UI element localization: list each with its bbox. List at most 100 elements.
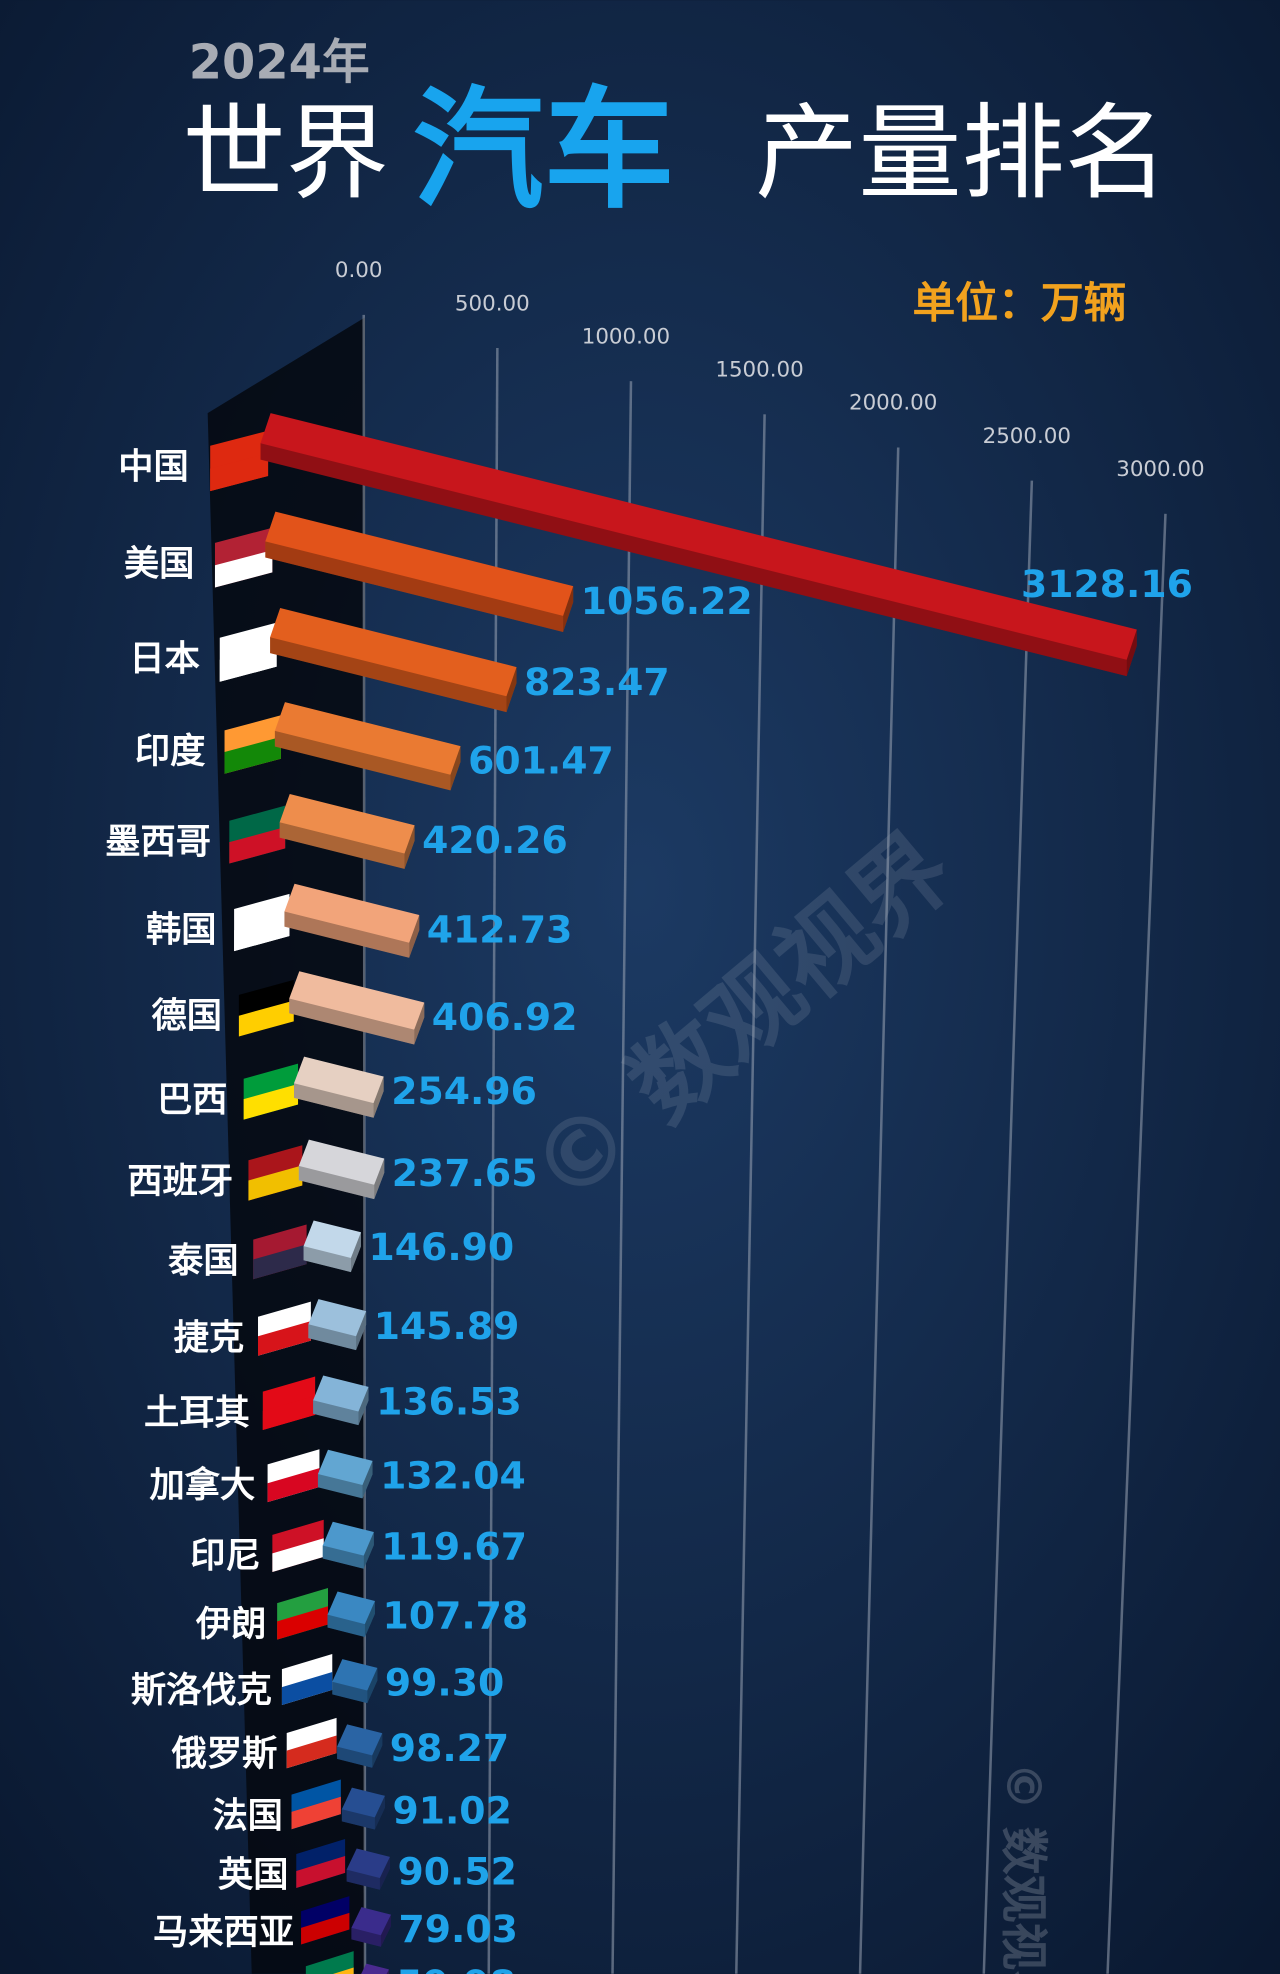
bar-end xyxy=(404,825,415,869)
flag xyxy=(286,1735,337,1769)
title-year: 2024年 xyxy=(189,35,370,90)
flag xyxy=(332,1967,354,1974)
flag xyxy=(210,453,269,492)
bar-end xyxy=(356,1311,367,1351)
bar xyxy=(303,1220,361,1273)
unit-label: 单位：万辆 xyxy=(912,278,1126,328)
category-label: 印尼 xyxy=(190,1536,260,1577)
bar-end xyxy=(362,1460,373,1499)
flag xyxy=(277,1606,328,1640)
flag xyxy=(224,736,281,774)
value-label: 98.27 xyxy=(390,1726,509,1770)
value-label: 406.92 xyxy=(432,995,578,1039)
bar-front xyxy=(265,541,564,632)
category-label: 马来西亚 xyxy=(153,1912,294,1953)
flag xyxy=(253,1244,307,1280)
bar xyxy=(270,608,517,713)
bar xyxy=(284,883,420,958)
value-label: 420.26 xyxy=(422,818,568,862)
bar-front xyxy=(351,1927,381,1947)
category-label: 墨西哥 xyxy=(105,821,211,862)
x-tick-label: 3000.00 xyxy=(1116,457,1204,482)
bar-front xyxy=(322,1545,364,1569)
flag xyxy=(296,1855,346,1889)
value-label: 1056.22 xyxy=(581,579,753,623)
flag xyxy=(281,1672,333,1706)
x-tick-label: 2500.00 xyxy=(983,424,1071,449)
category-label: 美国 xyxy=(124,544,194,585)
value-label: 3128.16 xyxy=(1021,562,1193,606)
bar-end xyxy=(450,746,461,791)
bar xyxy=(317,1449,373,1499)
category-label: 土耳其 xyxy=(144,1392,250,1433)
bar-front xyxy=(313,1400,359,1426)
bar-front xyxy=(337,1746,373,1768)
bar xyxy=(294,1056,384,1118)
bar-end xyxy=(374,1158,385,1200)
bar-front xyxy=(279,822,405,869)
bar xyxy=(265,511,574,632)
category-label: 泰国 xyxy=(168,1240,238,1281)
category-label: 捷克 xyxy=(174,1317,244,1358)
bar-end xyxy=(358,1386,369,1426)
flag xyxy=(234,915,290,952)
bar-front xyxy=(298,1165,375,1200)
value-label: 79.03 xyxy=(398,1907,517,1951)
x-tick-label: 1500.00 xyxy=(715,358,803,383)
grid-line xyxy=(982,480,1034,1974)
value-label: 99.30 xyxy=(385,1661,504,1705)
flag xyxy=(229,827,286,864)
bar-end xyxy=(374,1795,385,1830)
category-label: 法国 xyxy=(212,1795,282,1836)
bar-front xyxy=(332,1681,368,1704)
value-label: 119.67 xyxy=(381,1525,527,1569)
bar-front xyxy=(294,1083,374,1118)
bar-end xyxy=(364,1600,375,1637)
flag xyxy=(305,1951,354,1974)
bar xyxy=(279,794,415,869)
flag xyxy=(219,644,277,682)
bar-end xyxy=(563,586,574,632)
category-label: 加拿大 xyxy=(150,1465,256,1506)
bar xyxy=(332,1659,378,1704)
bar xyxy=(298,1139,385,1200)
flag xyxy=(238,1000,294,1037)
category-label: 中国 xyxy=(118,447,188,488)
bar-front xyxy=(303,1246,351,1273)
title-part: 世界 xyxy=(182,94,388,214)
value-label: 107.78 xyxy=(383,1594,529,1638)
grid-line xyxy=(1106,513,1167,1974)
bar-end xyxy=(380,1914,391,1947)
x-tick-label: 2000.00 xyxy=(849,391,937,416)
category-label: 俄罗斯 xyxy=(171,1734,278,1775)
bar-end xyxy=(350,1232,361,1273)
bar xyxy=(346,1848,390,1890)
bar-front xyxy=(346,1869,380,1890)
bar xyxy=(313,1375,369,1426)
value-label: 136.53 xyxy=(376,1380,522,1424)
bar-end xyxy=(409,915,420,958)
bar-end xyxy=(414,1002,425,1045)
bar xyxy=(322,1521,374,1569)
value-label: 59.98 xyxy=(396,1962,515,1974)
category-label: 印度 xyxy=(135,731,206,772)
flag xyxy=(301,1912,350,1945)
bar xyxy=(289,971,425,1045)
value-label: 412.73 xyxy=(427,908,573,952)
category-label: 伊朗 xyxy=(195,1604,266,1645)
title-highlight: 汽车 xyxy=(413,74,675,226)
grid-line xyxy=(487,348,499,1974)
category-label: 德国 xyxy=(152,996,222,1037)
bar xyxy=(327,1591,375,1637)
value-label: 146.90 xyxy=(369,1225,515,1269)
bar-end xyxy=(506,667,517,713)
bar-end xyxy=(386,1969,389,1974)
bar-front xyxy=(289,998,415,1045)
flag xyxy=(214,550,273,588)
value-label: 237.65 xyxy=(392,1151,538,1195)
bar-front xyxy=(284,911,410,958)
category-label: 斯洛伐克 xyxy=(131,1670,272,1711)
category-label: 巴西 xyxy=(157,1079,227,1120)
